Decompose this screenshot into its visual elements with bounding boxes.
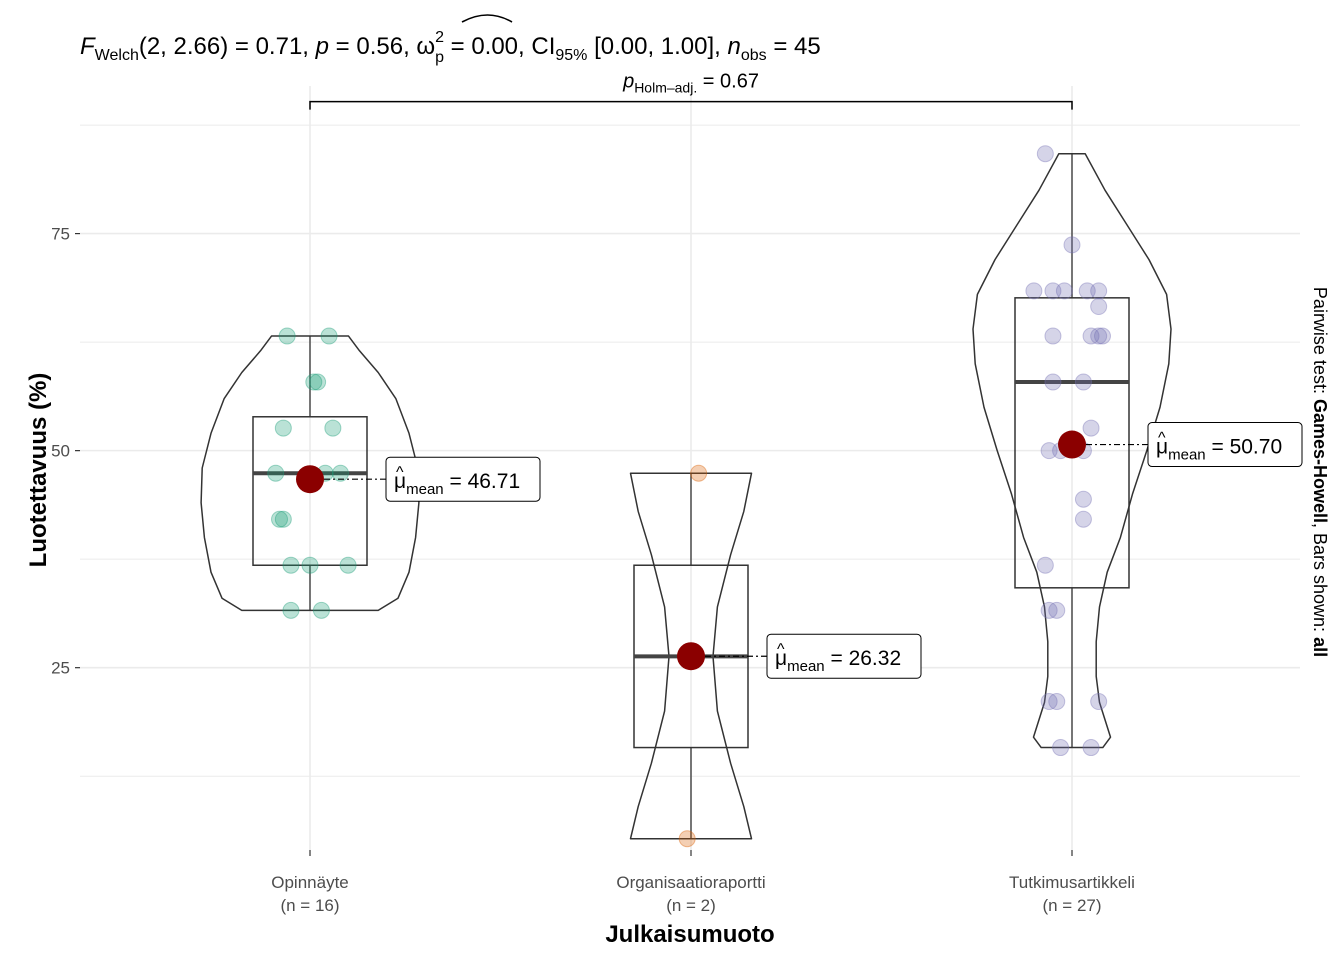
y-tick-label: 25 bbox=[51, 659, 70, 678]
data-point bbox=[1090, 327, 1108, 345]
violin bbox=[629, 472, 753, 840]
group-3: μmean = 50.70^ bbox=[972, 145, 1303, 757]
mean-label: μmean = 46.71 bbox=[394, 470, 520, 498]
mean-label-box bbox=[766, 633, 922, 679]
mean-label-box bbox=[385, 456, 541, 502]
data-point bbox=[1052, 739, 1070, 757]
data-point bbox=[1044, 373, 1062, 391]
violin bbox=[972, 152, 1172, 749]
data-point bbox=[271, 510, 289, 528]
mean-point bbox=[677, 642, 705, 671]
data-point bbox=[1063, 236, 1081, 254]
data-point bbox=[309, 373, 327, 391]
data-point bbox=[274, 419, 292, 437]
data-point bbox=[305, 373, 323, 391]
data-point bbox=[1036, 145, 1054, 163]
omega-hat-mark bbox=[461, 14, 513, 23]
box bbox=[252, 416, 368, 566]
data-point bbox=[1040, 601, 1058, 619]
x-tick-label: Tutkimusartikkeli bbox=[1009, 873, 1135, 892]
pairwise-bracket bbox=[309, 100, 1073, 110]
data-point bbox=[1074, 510, 1092, 528]
x-tick-n-label: (n = 27) bbox=[1042, 896, 1101, 915]
mean-label: μmean = 50.70 bbox=[1156, 436, 1282, 464]
mean-label-box bbox=[1147, 422, 1303, 468]
data-point bbox=[1082, 419, 1100, 437]
data-point bbox=[331, 464, 349, 482]
chart-subtitle: FWelch(2, 2.66) = 0.71, p = 0.56, ω2 p = … bbox=[80, 29, 821, 66]
data-point bbox=[1048, 601, 1066, 619]
data-point bbox=[1036, 556, 1054, 574]
data-point bbox=[1040, 693, 1058, 711]
mean-hat: ^ bbox=[1158, 430, 1166, 447]
x-tick-label: Opinnäyte bbox=[271, 873, 349, 892]
x-tick-n-label: (n = 2) bbox=[666, 896, 716, 915]
data-point bbox=[267, 464, 285, 482]
data-point bbox=[320, 327, 338, 345]
x-tick-label: Organisaatioraportti bbox=[616, 873, 765, 892]
group-1: μmean = 46.71^ bbox=[200, 327, 541, 619]
mean-hat: ^ bbox=[396, 464, 404, 481]
data-point bbox=[1044, 327, 1062, 345]
data-point bbox=[282, 601, 300, 619]
data-point bbox=[312, 601, 330, 619]
axes: 25 50 75 Opinnäyte (n = 16) Organisaatiorapor… bbox=[51, 225, 1135, 915]
grid bbox=[80, 86, 1300, 850]
data-point bbox=[1055, 282, 1073, 300]
data-point bbox=[1078, 282, 1096, 300]
mean-hat: ^ bbox=[777, 641, 785, 658]
y-tick-label: 50 bbox=[51, 442, 70, 461]
data-point bbox=[690, 464, 708, 482]
group-2: μmean = 26.32^ bbox=[629, 464, 922, 848]
plot-layers: μmean = 46.71^μmean = 26.32^μmean = 50.7… bbox=[200, 71, 1303, 848]
data-point bbox=[1090, 298, 1108, 316]
data-point bbox=[1074, 490, 1092, 508]
mean-point bbox=[1058, 430, 1086, 459]
data-point bbox=[1093, 327, 1111, 345]
data-point bbox=[1048, 693, 1066, 711]
mean-label: μmean = 26.32 bbox=[775, 647, 901, 675]
x-tick-n-label: (n = 16) bbox=[280, 896, 339, 915]
data-point bbox=[1025, 282, 1043, 300]
mean-point bbox=[296, 465, 324, 494]
y-axis-title: Luotettavuus (%) bbox=[25, 373, 52, 568]
data-point bbox=[1082, 327, 1100, 345]
data-point bbox=[282, 556, 300, 574]
violin bbox=[200, 335, 420, 612]
caption: Pairwise test: Games-Howell, Bars shown:… bbox=[1310, 287, 1330, 657]
y-tick-label: 75 bbox=[51, 225, 70, 244]
data-point bbox=[1044, 282, 1062, 300]
pairwise-label: pHolm–adj. = 0.67 bbox=[622, 71, 759, 96]
x-axis-title: Julkaisumuoto bbox=[605, 921, 774, 948]
data-point bbox=[678, 830, 696, 848]
data-point bbox=[1090, 282, 1108, 300]
data-point bbox=[324, 419, 342, 437]
data-point bbox=[278, 327, 296, 345]
data-point bbox=[301, 556, 319, 574]
data-point bbox=[274, 510, 292, 528]
box bbox=[1014, 297, 1130, 589]
data-point bbox=[339, 556, 357, 574]
data-point bbox=[1082, 739, 1100, 757]
data-point bbox=[1040, 442, 1058, 460]
data-point bbox=[1074, 373, 1092, 391]
data-point bbox=[1090, 693, 1108, 711]
